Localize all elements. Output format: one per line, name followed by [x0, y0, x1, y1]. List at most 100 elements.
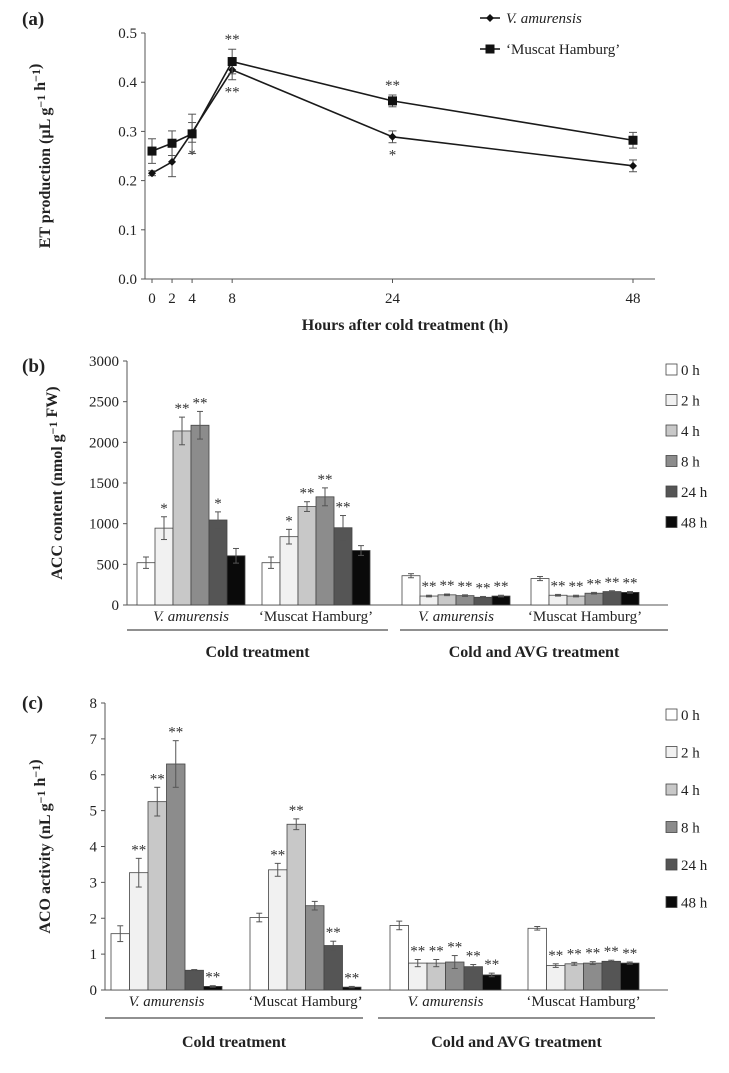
- x-axis-title-a: Hours after cold treatment (h): [302, 317, 508, 334]
- significance-label: **: [270, 847, 285, 863]
- significance-label: **: [494, 579, 509, 595]
- significance-label: **: [318, 472, 333, 488]
- legend-swatch: [665, 858, 678, 871]
- bar-2h: [546, 965, 566, 991]
- series-line-1: [151, 68, 634, 174]
- legend-swatch: [665, 708, 678, 721]
- bar-2h: [279, 536, 299, 606]
- significance-label: **: [422, 579, 437, 595]
- legend-label: 48 h: [681, 516, 708, 532]
- legend-swatch: [665, 821, 678, 833]
- legend-marker-diamond: [486, 14, 494, 22]
- significance-label: *: [285, 513, 293, 529]
- bar-24h: [184, 969, 204, 991]
- bar-8h: [305, 905, 325, 991]
- significance-label: **: [466, 949, 481, 965]
- panel-label-c: (c): [22, 693, 43, 714]
- group-label: ‘Muscat Hamburg’: [526, 994, 640, 1010]
- bar-24h: [208, 519, 228, 606]
- y-tick-label-c: 7: [90, 732, 98, 748]
- y-tick-label-b: 3000: [89, 354, 119, 370]
- significance-label: **: [205, 970, 220, 986]
- significance-label: **: [484, 957, 499, 973]
- data-point-square: [388, 96, 397, 106]
- legend-label: 8 h: [681, 821, 700, 837]
- y-tick-label-a: 0.1: [118, 223, 137, 239]
- significance-label: **: [585, 946, 600, 962]
- y-tick-label-c: 2: [90, 911, 98, 927]
- y-tick-label-c: 8: [90, 696, 98, 712]
- bar-4h: [564, 963, 584, 991]
- significance-label: **: [604, 944, 619, 960]
- significance-label: **: [175, 401, 190, 417]
- significance-label: **: [168, 725, 183, 741]
- significance-label: *: [389, 148, 397, 164]
- y-tick-label-c: 3: [90, 875, 98, 891]
- legend-label: 0 h: [681, 363, 700, 379]
- legend-label: 8 h: [681, 455, 700, 471]
- panel-label-b: (b): [22, 356, 45, 377]
- bar-24h: [601, 960, 621, 991]
- x-tick-label-a: 24: [385, 291, 401, 307]
- significance-label: **: [551, 578, 566, 594]
- bar-8h: [584, 592, 604, 606]
- data-point-diamond: [388, 132, 397, 141]
- legend-swatch: [665, 746, 678, 758]
- bar-0h: [110, 933, 130, 991]
- treatment-label: Cold treatment: [182, 1034, 287, 1051]
- y-tick-label-c: 4: [90, 840, 98, 856]
- bar-48h: [620, 591, 640, 606]
- significance-label: **: [344, 970, 359, 986]
- significance-label: **: [476, 580, 491, 596]
- data-point-diamond: [148, 169, 156, 178]
- significance-label: **: [587, 576, 602, 592]
- significance-label: *: [160, 501, 168, 517]
- data-point-square: [227, 57, 237, 67]
- y-tick-label-c: 1: [90, 947, 98, 963]
- x-tick-label-a: 0: [148, 291, 156, 307]
- bar-2h: [129, 872, 149, 991]
- legend-label-1: V. amurensis: [506, 11, 582, 27]
- significance-label: **: [326, 925, 341, 941]
- bar-0h: [389, 925, 409, 991]
- significance-label: **: [385, 78, 400, 94]
- bar-24h: [463, 966, 483, 991]
- y-tick-label-b: 2500: [89, 395, 119, 411]
- legend-swatch: [665, 485, 678, 498]
- data-point-square: [147, 146, 157, 156]
- bar-0h: [530, 578, 550, 606]
- y-tick-label-b: 1500: [89, 476, 119, 492]
- y-tick-label-a: 0.3: [118, 124, 137, 140]
- y-axis-title-a: ET production (µL g−1 h−1): [27, 64, 54, 249]
- bar-0h: [261, 562, 281, 606]
- significance-label: **: [193, 395, 208, 411]
- bar-4h: [147, 801, 167, 991]
- legend-label-2: ‘Muscat Hamburg’: [506, 42, 620, 58]
- bar-4h: [286, 823, 306, 991]
- legend-label: 2 h: [681, 746, 700, 762]
- data-point-square: [628, 135, 638, 145]
- y-tick-label-c: 0: [90, 983, 98, 999]
- legend-swatch: [665, 424, 678, 437]
- legend-swatch: [665, 783, 678, 796]
- bar-4h: [566, 595, 586, 606]
- bar-0h: [136, 562, 156, 606]
- legend-swatch: [665, 394, 678, 406]
- significance-label: **: [131, 842, 146, 858]
- bar-0h: [527, 927, 547, 991]
- panel-label-a: (a): [22, 9, 44, 30]
- bar-48h: [351, 550, 371, 606]
- y-tick-label-b: 2000: [89, 435, 119, 451]
- bar-24h: [602, 591, 622, 606]
- significance-label: **: [336, 500, 351, 516]
- bar-4h: [437, 594, 457, 606]
- legend-swatch: [665, 516, 678, 528]
- treatment-label: Cold and AVG treatment: [431, 1034, 602, 1051]
- bar-48h: [491, 595, 511, 606]
- y-tick-label-a: 0.2: [118, 174, 137, 190]
- legend-label: 24 h: [681, 858, 708, 874]
- y-tick-label-b: 500: [97, 557, 120, 573]
- significance-label: **: [605, 575, 620, 591]
- y-tick-label-b: 1000: [89, 517, 119, 533]
